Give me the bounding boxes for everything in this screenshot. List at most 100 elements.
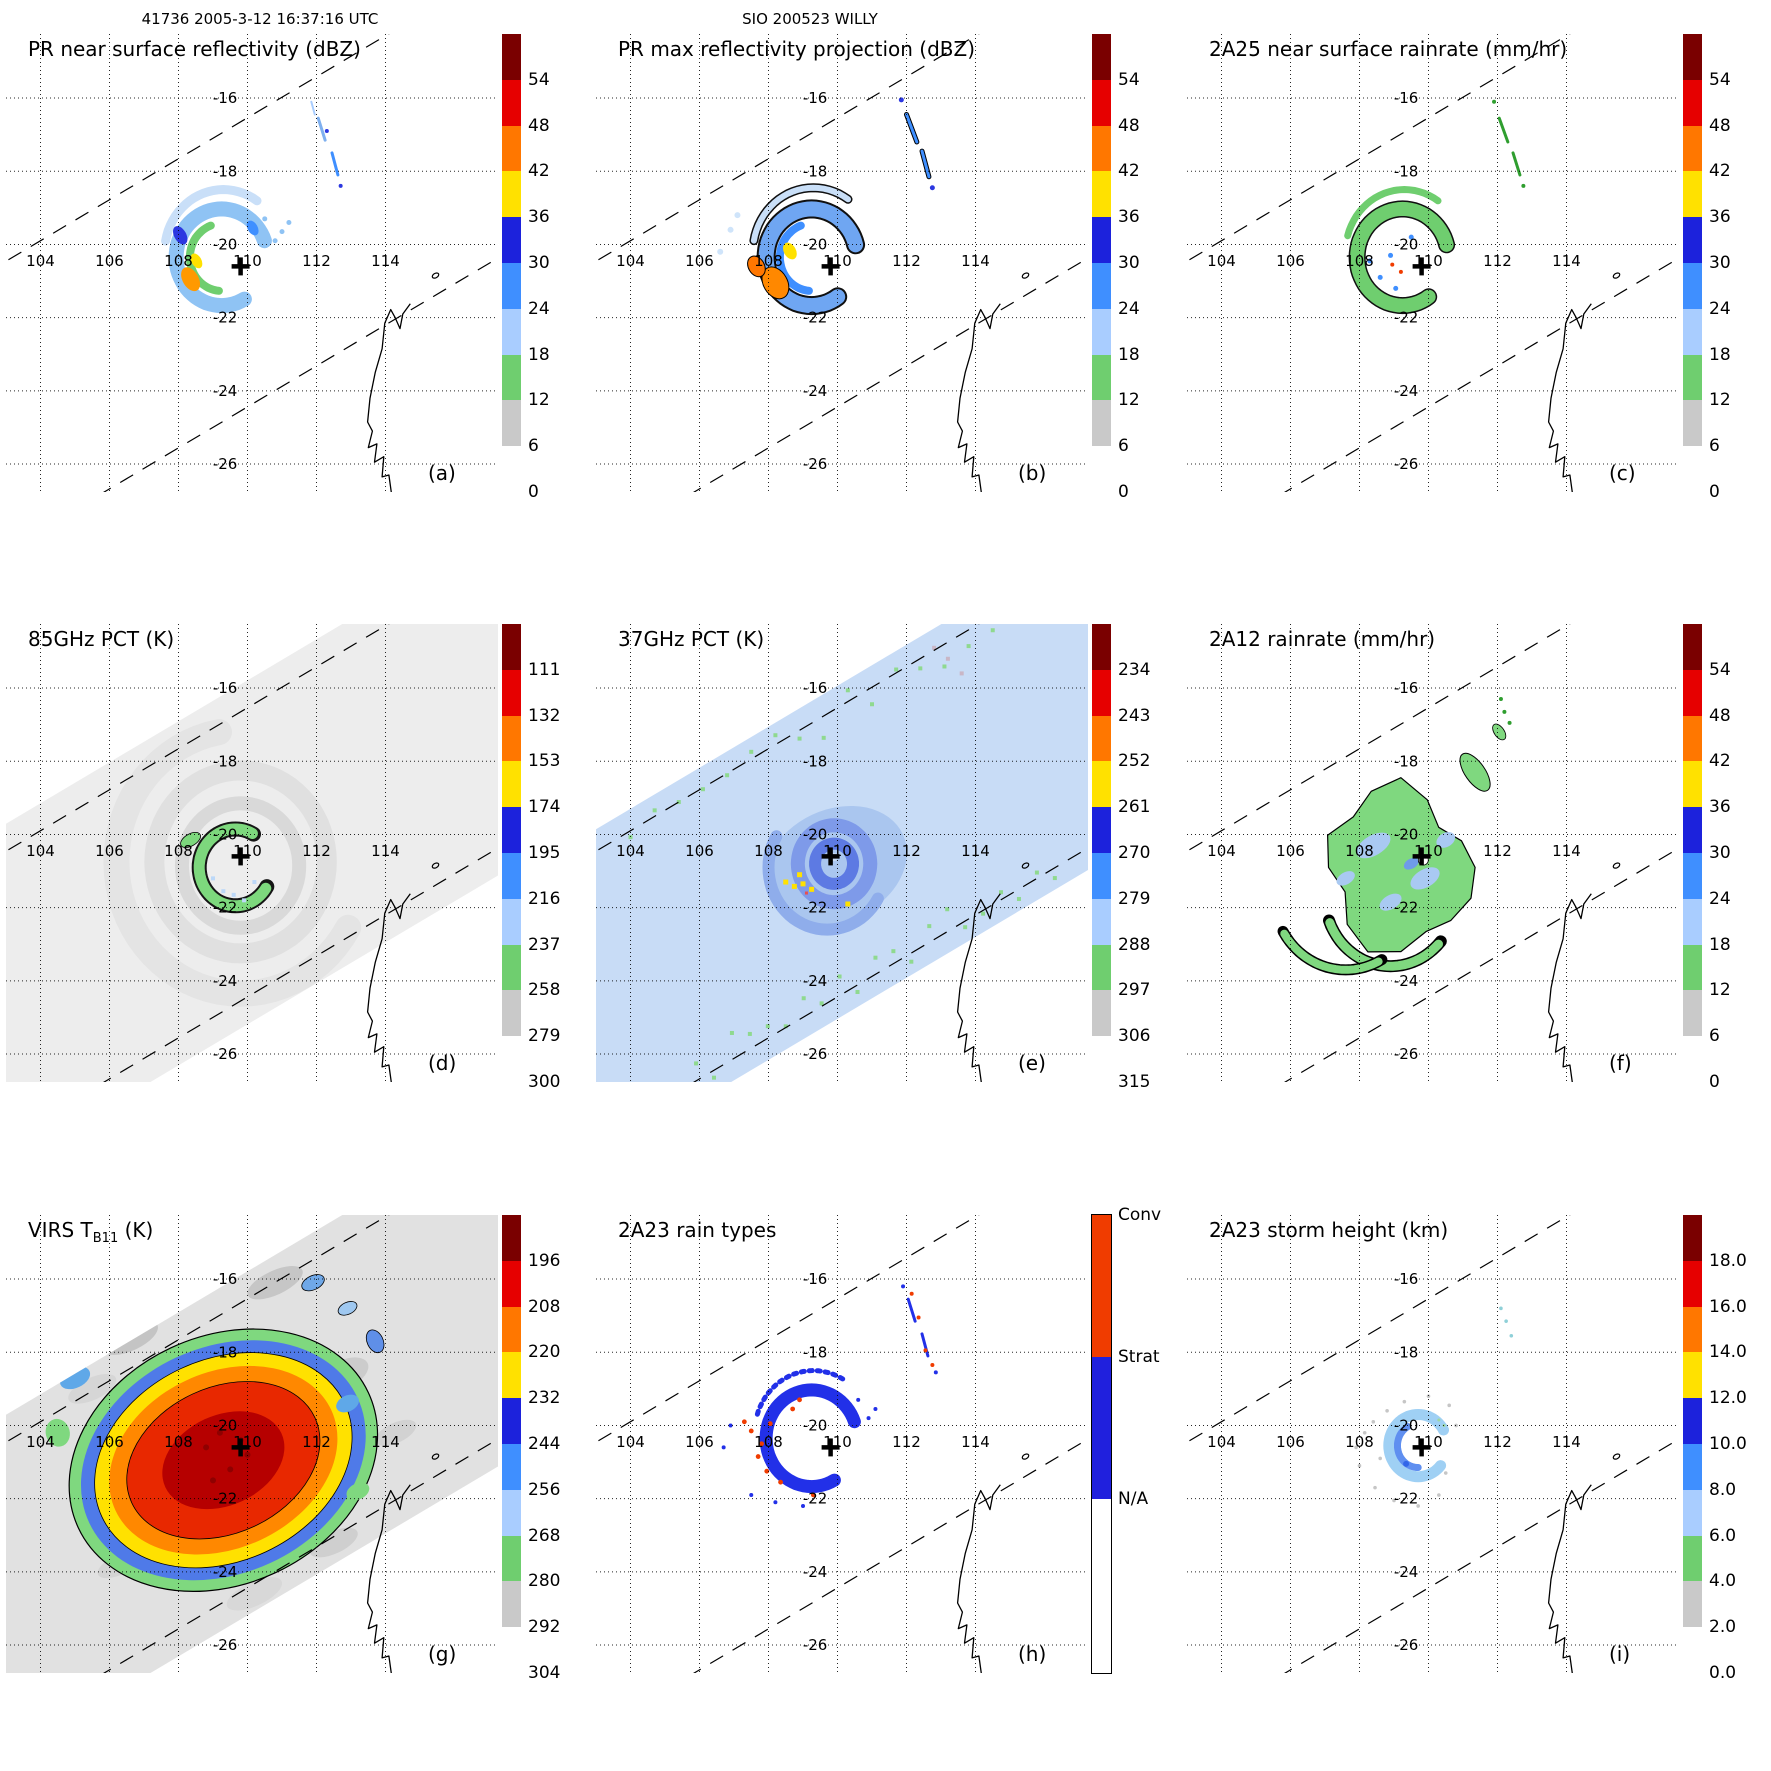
colorbar-segment [1683,715,1702,762]
colorbar-tick-label: 36 [1118,207,1140,228]
lon-label: 108 [1345,252,1374,270]
colorbar-segment [502,1535,521,1582]
storm-center-marker [821,1438,840,1457]
colorbar-segment [1092,761,1111,808]
lat-label: -24 [803,1563,828,1581]
panel-a-title: PR near surface reflectivity (dBZ) [28,37,361,61]
colorbar-segment [502,217,521,263]
lat-label: -26 [213,1045,238,1063]
lat-label: -20 [803,235,828,253]
colorbar-segment [1683,354,1702,401]
colorbar-segment [502,990,521,1037]
colorbar-tick-label: 18 [1118,344,1140,365]
colorbar-segment [1683,1036,1702,1082]
colorbar-tick-label: 300 [528,1072,561,1092]
map-overlay [6,1215,498,1673]
colorbar-tick-label: 30 [1118,253,1140,273]
panel-letter: (c) [1609,461,1636,485]
lat-label: -18 [1394,1343,1419,1361]
colorbar-tick-label: 6 [528,436,539,457]
lat-label: -20 [1394,1416,1419,1434]
colorbar-tick-label: 6 [1709,1026,1720,1047]
panel-e-map: 104 106 108 110 112 114-16-18-20-22-24-26 (e) [596,624,1088,1082]
panel-i-map: 104 106 108 110 112 114-16-18-20-22-24-26 (i) [1187,1215,1679,1673]
colorbar-tick-label: 12 [1709,980,1731,1001]
lat-label: -16 [213,89,238,107]
colorbar-segment [1683,944,1702,991]
colorbar-tick-label: 12 [1709,390,1731,411]
panel-h: 104 106 108 110 112 114 -16 -18 -20 -22 -24 -26 (h) 2… [590,1181,1180,1771]
lat-label: -18 [1394,752,1419,770]
colorbar-tick-label: 252 [1118,751,1151,772]
grid-lines [6,1215,498,1673]
colorbar-tick-label: 48 [528,115,550,136]
lon-label: 112 [892,842,921,860]
colorbar-segment [502,853,521,899]
lat-label: -24 [1394,1563,1419,1581]
lon-label: 108 [1345,842,1374,860]
title-text: VIRS T [28,1218,93,1242]
lon-label: 104 [616,252,645,270]
lat-label: -18 [213,162,238,180]
colorbar-segment [1092,944,1111,991]
colorbar-tick-label: 261 [1118,797,1151,818]
colorbar-segment [502,807,521,853]
lon-label: 114 [1552,252,1581,270]
colorbar-tick-label: 279 [528,1026,561,1047]
colorbar-segment [502,1352,521,1399]
colorbar-tick-label: 306 [1118,1026,1151,1047]
colorbar-tick-label: 216 [528,888,561,909]
panel-letter: (e) [1018,1051,1046,1075]
lat-label: -22 [213,309,238,327]
lat-label: -16 [803,89,828,107]
lon-label: 104 [26,842,55,860]
lat-label: -20 [213,1416,238,1434]
colorbar-segment [1092,990,1111,1037]
lon-label: 106 [1276,1433,1305,1451]
lat-label: -22 [803,1490,828,1508]
panel-a-map: 104 106 108 110 112 114-16-18-20-22-24-26 (a) [6,34,498,492]
colorbar-segment [1092,354,1111,401]
colorbar-segment [502,898,521,945]
colorbar-segment [1092,1357,1111,1499]
lat-label: -22 [803,899,828,917]
colorbar-segment [1683,853,1702,899]
colorbar-segment [1683,624,1702,670]
colorbar-segment [1092,1499,1111,1673]
colorbar-tick-label: 268 [528,1525,561,1546]
storm-center-marker [1412,847,1431,866]
colorbar-segment [1683,1444,1702,1490]
map-overlay [1354,1306,1514,1508]
colorbar-tick-label: 36 [528,207,550,228]
panel-h-title: 2A23 rain types [618,1218,777,1242]
storm-center-marker [1412,1438,1431,1457]
colorbar-tick-label: 4.0 [1709,1571,1737,1592]
lat-label: -24 [213,1563,238,1581]
lat-label: -18 [803,162,828,180]
panel-e-colorbar [1092,624,1111,1082]
coastline [366,862,440,1082]
colorbar-segment [1683,400,1702,447]
lon-label: 106 [685,252,714,270]
panel-g-map: 104 106 108 110 112 114-16-18-20-22-24-26 (g) [6,1215,498,1673]
colorbar-tick-label: 24 [1709,298,1731,319]
panel-letter: (d) [428,1051,456,1075]
colorbar-tick-label: 12 [1118,390,1140,411]
grid-lines [596,1215,1088,1673]
panel-f: 104 106 108 110 112 114 -16 -18 -20 -22 -24 -26 (f) 2… [1181,590,1771,1180]
colorbar-tick-label: 0 [1118,482,1129,502]
colorbar-tick-label: 30 [528,253,550,273]
colorbar-segment [1683,1535,1702,1582]
colorbar-segment [502,171,521,218]
panel-d-colorbar [502,624,521,1082]
colorbar-segment [1092,669,1111,716]
colorbar-tick-label: 18.0 [1709,1250,1747,1271]
colorbar-tick-label: 42 [1709,161,1731,182]
lon-label: 114 [371,252,400,270]
lon-label: 108 [1345,1433,1374,1451]
lat-label: -26 [803,1045,828,1063]
panel-b: 104 106 108 110 112 114 -16 -18 -20 -22 -24 -26 (b) P… [590,0,1180,590]
colorbar-tick-label: 111 [528,659,561,680]
colorbar-tick-label: 30 [1709,843,1731,863]
storm-center-marker [231,1438,250,1457]
